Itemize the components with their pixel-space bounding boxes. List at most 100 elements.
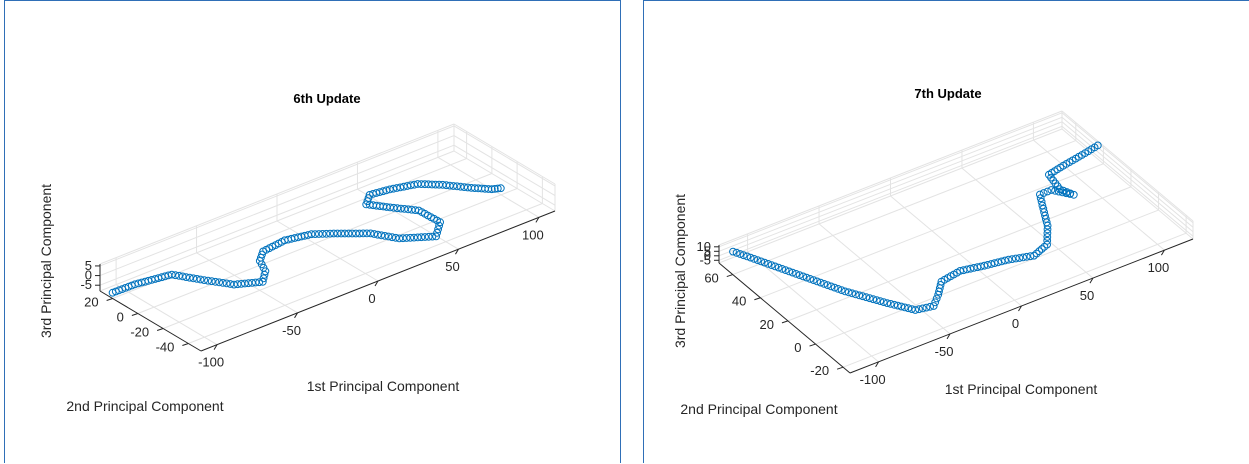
grid-line-y bbox=[842, 232, 1187, 368]
grid-layer bbox=[718, 110, 1194, 368]
data-point bbox=[1001, 256, 1009, 265]
data-point bbox=[990, 259, 999, 268]
grid-line-x bbox=[818, 223, 951, 335]
data-point bbox=[883, 299, 892, 308]
data-point bbox=[1011, 254, 1020, 263]
x-tick-mark bbox=[1018, 305, 1022, 312]
data-point bbox=[1037, 197, 1046, 206]
data-point bbox=[757, 257, 765, 266]
y-tick-mark bbox=[182, 343, 189, 346]
y-tick-mark bbox=[156, 328, 164, 331]
data-point bbox=[222, 279, 231, 288]
data-point bbox=[315, 230, 323, 238]
data-point bbox=[421, 233, 429, 241]
data-point bbox=[858, 292, 867, 301]
grid-line-x bbox=[115, 284, 218, 346]
data-point bbox=[185, 273, 194, 282]
y-tick-mark bbox=[754, 297, 761, 301]
y-tick-label: -20 bbox=[130, 325, 149, 340]
data-point bbox=[732, 248, 741, 257]
grid-line-x bbox=[1033, 139, 1165, 251]
y-axis-label: 2nd Principal Component bbox=[680, 401, 837, 417]
z-tick-label: 0 bbox=[704, 248, 711, 263]
grid-line-z-side bbox=[1061, 121, 1194, 233]
x-tick-label: 50 bbox=[445, 259, 459, 274]
grid-line-y bbox=[732, 140, 1076, 276]
data-point bbox=[359, 229, 368, 238]
z-tick-label: -5 bbox=[699, 252, 711, 267]
data-point bbox=[865, 294, 874, 303]
box-edge bbox=[453, 123, 556, 185]
data-point bbox=[795, 271, 804, 280]
data-point bbox=[182, 273, 191, 282]
data-point bbox=[424, 232, 433, 241]
grid-line-z bbox=[718, 121, 1063, 257]
data-point bbox=[417, 233, 426, 242]
z-tick-label: -5 bbox=[80, 277, 92, 292]
grid-line-z-side bbox=[1061, 112, 1194, 224]
data-point bbox=[307, 230, 316, 239]
data-point bbox=[1043, 229, 1052, 238]
x-tick-mark bbox=[875, 361, 880, 368]
y-axis-line bbox=[718, 262, 851, 374]
data-point bbox=[200, 276, 209, 285]
grid-line-z-side bbox=[453, 135, 556, 197]
data-point bbox=[802, 273, 811, 282]
data-point bbox=[388, 233, 397, 242]
data-point bbox=[893, 301, 902, 310]
data-point bbox=[834, 285, 843, 293]
data-point bbox=[918, 304, 927, 313]
data-point bbox=[813, 277, 822, 286]
x-tick-mark bbox=[213, 344, 218, 350]
figure-panel-6th-update: -100 -50 0 50 100 -40 -20 0 20 -5 0 5 6th Update 1s… bbox=[4, 0, 621, 463]
data-point bbox=[876, 297, 885, 306]
data-point bbox=[259, 274, 268, 283]
data-point bbox=[370, 230, 379, 238]
y-tick-mark bbox=[836, 366, 844, 370]
data-point bbox=[433, 228, 442, 237]
grid-line-z bbox=[99, 125, 455, 267]
data-point bbox=[855, 291, 864, 300]
data-point bbox=[729, 247, 737, 256]
data-point bbox=[391, 233, 400, 242]
data-point bbox=[219, 279, 227, 287]
data-point bbox=[739, 251, 748, 260]
data-point bbox=[355, 229, 364, 238]
data-point bbox=[931, 298, 940, 307]
data-point bbox=[816, 278, 825, 287]
data-point bbox=[167, 270, 176, 279]
x-tick-label: 100 bbox=[1148, 260, 1170, 275]
data-point bbox=[406, 233, 415, 242]
data-point bbox=[862, 293, 871, 302]
data-point bbox=[1039, 189, 1048, 197]
data-point bbox=[785, 267, 794, 276]
data-point bbox=[175, 271, 183, 280]
data-point bbox=[767, 261, 776, 270]
data-point bbox=[1015, 254, 1024, 262]
data-point bbox=[1093, 141, 1102, 150]
data-point bbox=[837, 286, 846, 295]
data-point bbox=[848, 289, 857, 298]
data-point bbox=[792, 270, 801, 278]
data-point bbox=[1043, 240, 1052, 249]
data-point bbox=[746, 253, 755, 262]
data-point bbox=[340, 229, 349, 238]
z-tick-label: 5 bbox=[704, 243, 711, 258]
y-axis-line bbox=[99, 290, 202, 352]
z-axis-label: 3rd Principal Component bbox=[672, 194, 688, 348]
data-point bbox=[869, 295, 878, 304]
figure-panel-7th-update: -100 -50 0 50 100 -20 0 20 40 60 -5 0 5 10 7th Update… bbox=[643, 0, 1249, 463]
data-point bbox=[226, 280, 235, 288]
y-tick-label: -40 bbox=[156, 340, 175, 355]
y-tick-label: 20 bbox=[759, 317, 773, 332]
data-point bbox=[1032, 249, 1041, 258]
data-point bbox=[841, 287, 850, 296]
data-point bbox=[820, 280, 829, 288]
x-tick-mark bbox=[1089, 277, 1094, 284]
data-point bbox=[1069, 190, 1078, 199]
data-point bbox=[1037, 245, 1046, 253]
data-point bbox=[395, 234, 404, 243]
